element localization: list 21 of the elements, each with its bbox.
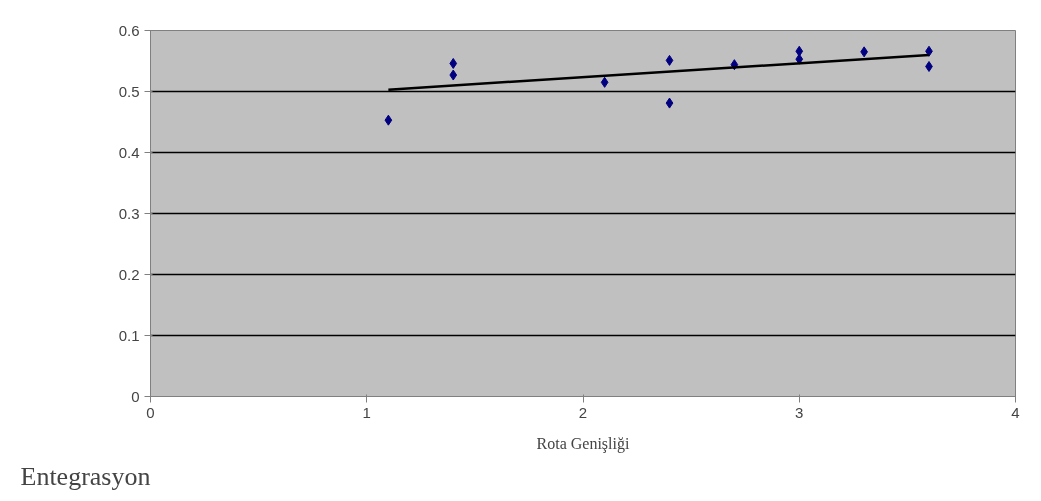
y-tick-label: 0.2 — [118, 265, 140, 283]
y-tick-label: 0 — [131, 387, 140, 405]
y-tick-label: 0.1 — [118, 326, 140, 344]
x-tick-label: 2 — [578, 403, 588, 421]
y-tick-label: 0.3 — [118, 204, 140, 222]
x-axis-title: Rota Genişliği — [536, 434, 630, 453]
point — [384, 114, 393, 126]
y-tick-label: 0.4 — [118, 143, 140, 161]
x-tick-label: 0 — [146, 403, 155, 421]
point — [665, 54, 674, 66]
x-tick-label: 4 — [1011, 403, 1020, 421]
x-tick-label: 1 — [362, 403, 371, 421]
y-tick-label: 0.5 — [118, 82, 140, 100]
point — [795, 45, 804, 57]
x-tick-label: 3 — [795, 403, 804, 421]
y-axis-title: Entegrasyon — [20, 461, 151, 491]
y-tick-label: 0.6 — [118, 21, 140, 39]
point — [600, 76, 609, 88]
point — [449, 57, 458, 69]
point — [449, 69, 458, 81]
point — [665, 97, 674, 109]
